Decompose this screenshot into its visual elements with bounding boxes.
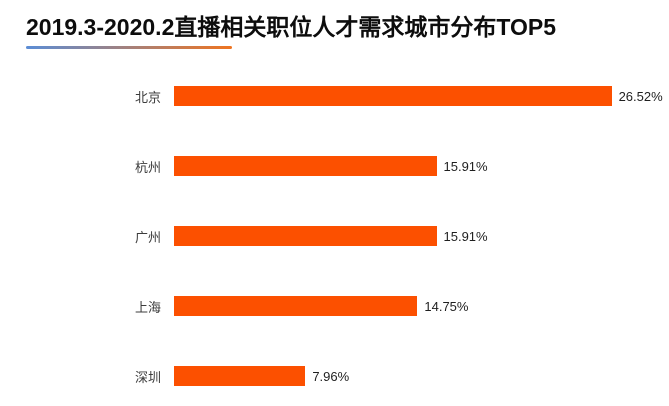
bar-row: 北京 26.52% <box>0 61 669 131</box>
value-label: 14.75% <box>424 298 469 314</box>
value-label: 15.91% <box>443 228 488 244</box>
value-label: 15.91% <box>443 158 488 174</box>
bar-chart: 北京 26.52% 杭州 15.91% 广州 15.91% 上海 <box>0 61 669 406</box>
title-underline <box>26 46 232 49</box>
bar <box>174 226 437 246</box>
bar-track: 15.91% <box>174 226 669 246</box>
value-label: 26.52% <box>618 88 663 104</box>
bar-row: 深圳 7.96% <box>0 341 669 406</box>
bar-row: 杭州 15.91% <box>0 131 669 201</box>
bar-row: 上海 14.75% <box>0 271 669 341</box>
category-label: 广州 <box>134 229 161 245</box>
category-label: 上海 <box>134 299 161 315</box>
chart-header: 2019.3-2020.2直播相关职位人才需求城市分布TOP5 <box>26 13 556 49</box>
bar-row: 广州 15.91% <box>0 201 669 271</box>
bar-track: 14.75% <box>174 296 669 316</box>
bar-track: 26.52% <box>174 86 669 106</box>
value-label: 7.96% <box>312 368 350 384</box>
chart-title: 2019.3-2020.2直播相关职位人才需求城市分布TOP5 <box>26 14 557 40</box>
bar-track: 15.91% <box>174 156 669 176</box>
bar <box>174 296 418 316</box>
bar-track: 7.96% <box>174 366 669 386</box>
bar <box>174 156 437 176</box>
category-label: 杭州 <box>134 159 161 175</box>
category-label: 北京 <box>134 89 161 105</box>
category-label: 深圳 <box>134 369 161 385</box>
bar <box>174 86 612 106</box>
bar <box>174 366 306 386</box>
